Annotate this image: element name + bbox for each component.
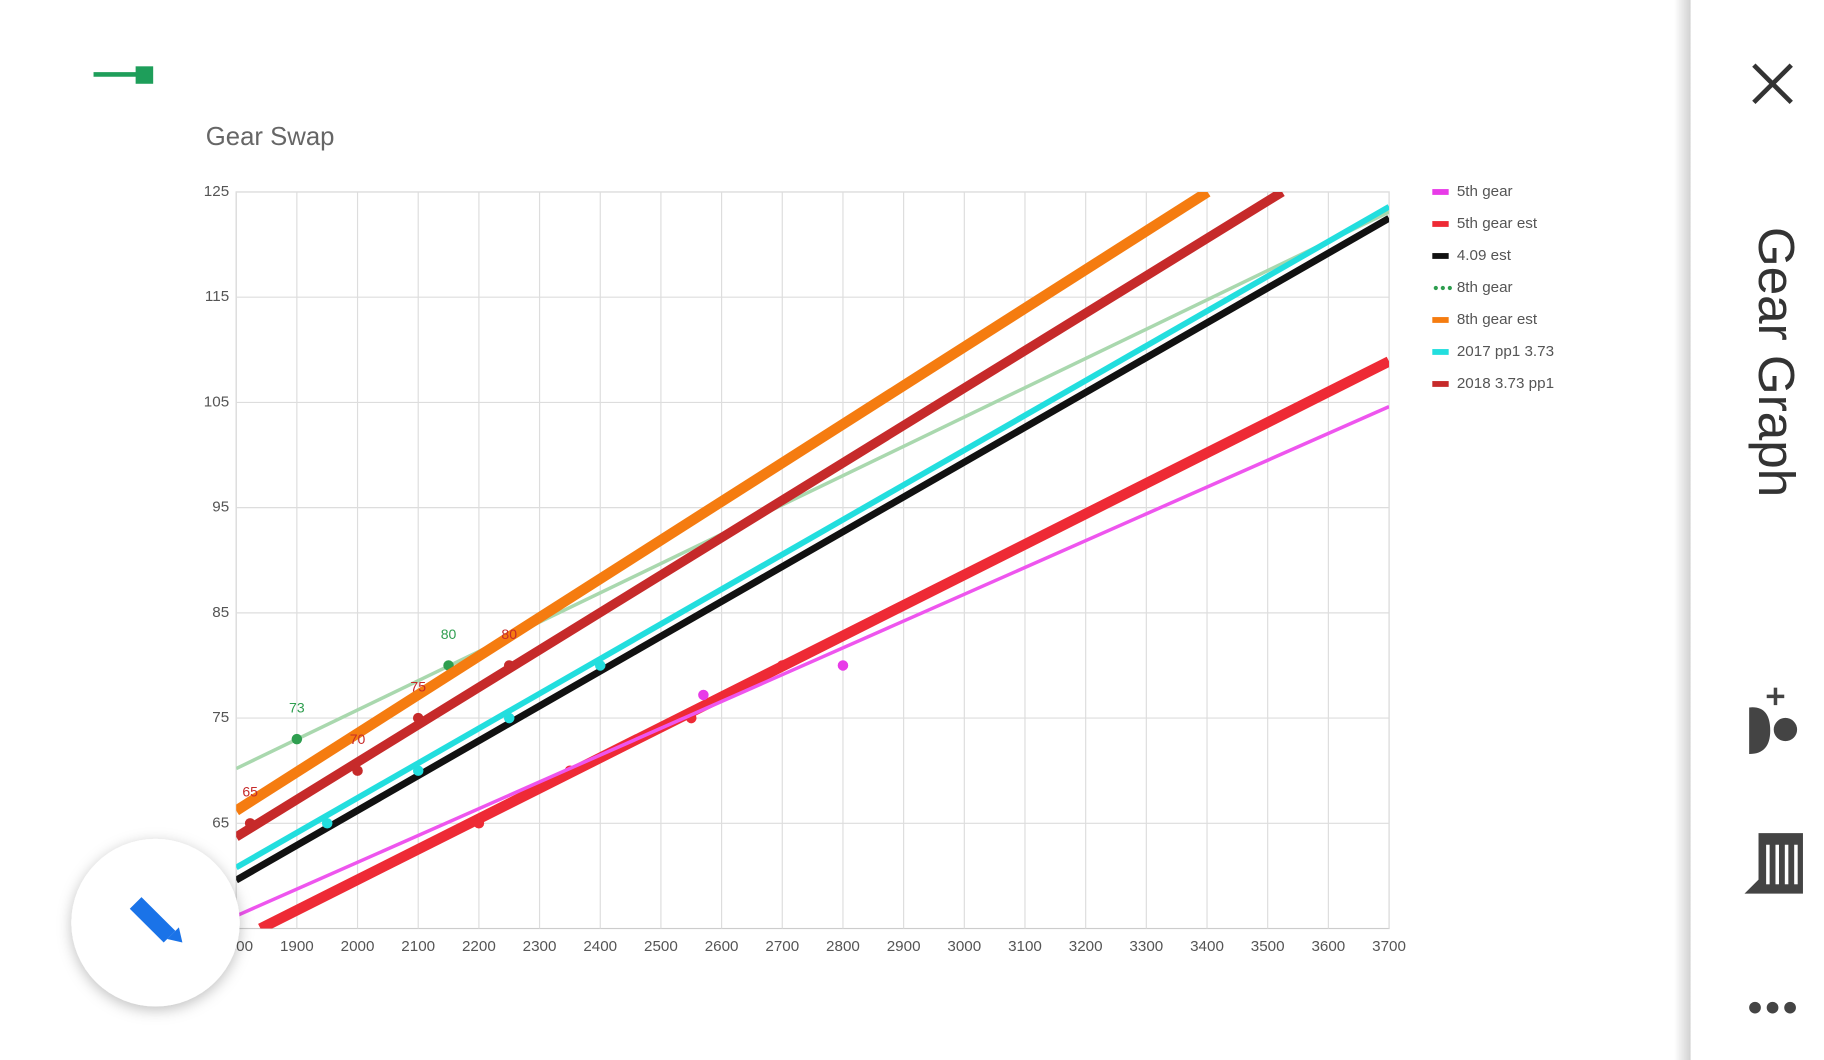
- x-tick-label: 2700: [765, 938, 799, 955]
- chart-title: Gear Swap: [206, 123, 335, 151]
- legend-label: 5th gear: [1457, 183, 1513, 200]
- x-tick-label: 2800: [826, 938, 860, 955]
- y-tick-label: 105: [204, 393, 229, 410]
- legend-label: 8th gear est: [1457, 311, 1538, 328]
- data-point: [503, 712, 515, 724]
- series-line: [236, 204, 1390, 871]
- legend-label: 2017 pp1 3.73: [1457, 343, 1554, 360]
- x-tick-label: 2200: [462, 938, 496, 955]
- y-tick-label: 75: [212, 709, 229, 726]
- table-button[interactable]: [1744, 833, 1803, 894]
- plot-lines: [236, 191, 1390, 929]
- legend-swatch: [1432, 189, 1449, 195]
- close-button[interactable]: [1752, 63, 1793, 105]
- data-point: [594, 660, 606, 671]
- data-point: [473, 818, 485, 829]
- data-label: 73: [289, 700, 305, 716]
- legend-label: 8th gear: [1457, 279, 1513, 296]
- x-tick-label: 3500: [1251, 938, 1285, 955]
- legend-swatch: [1432, 349, 1449, 355]
- y-tick-label: 65: [212, 814, 229, 831]
- data-point: [352, 765, 363, 776]
- x-tick-label: 3300: [1129, 938, 1163, 955]
- x-tick-label: 2400: [583, 938, 617, 955]
- legend-swatch: [1432, 221, 1449, 227]
- legend-swatch: [1432, 253, 1449, 259]
- x-tick-label: 2600: [705, 938, 739, 955]
- y-tick-label: 95: [212, 499, 229, 516]
- data-label: 70: [350, 731, 366, 747]
- legend-swatch: [1433, 285, 1438, 291]
- y-tick-label: 85: [212, 604, 229, 621]
- series-line: [236, 210, 1390, 771]
- legend-label: 4.09 est: [1457, 247, 1512, 264]
- y-tick-label: 125: [204, 183, 229, 200]
- legend-swatch: [1432, 381, 1449, 387]
- series-line: [236, 191, 1285, 841]
- x-tick-label: 3600: [1311, 938, 1345, 955]
- x-tick-label: 2900: [887, 938, 921, 955]
- x-tick-label: 3100: [1008, 938, 1042, 955]
- series-line: [236, 405, 1390, 918]
- data-label: 65: [242, 784, 258, 800]
- edit-fab[interactable]: [71, 838, 240, 1007]
- panel-shadow: [1674, 0, 1691, 1060]
- y-tick-label: 115: [205, 288, 229, 305]
- data-label: 80: [501, 626, 517, 642]
- share-button[interactable]: [1749, 687, 1798, 754]
- side-panel: [1690, 0, 1824, 1060]
- panel-title: Gear Graph: [1748, 227, 1805, 497]
- legend-label: 5th gear est: [1457, 215, 1538, 232]
- data-point: [244, 818, 256, 829]
- series-line: [258, 356, 1390, 929]
- more-button[interactable]: [1749, 1001, 1796, 1014]
- x-tick-label: 3400: [1190, 938, 1224, 955]
- data-point: [698, 689, 709, 701]
- x-tick-label: 2100: [401, 938, 435, 955]
- x-tick-label: 1900: [280, 938, 314, 955]
- data-label: 75: [410, 679, 426, 695]
- data-point: [412, 765, 424, 776]
- x-tick-label: 2500: [644, 938, 678, 955]
- legend-swatch: [1432, 317, 1449, 323]
- series-line: [236, 191, 1211, 816]
- chart-icon: [93, 66, 154, 84]
- data-point: [321, 818, 333, 829]
- plot-area: [235, 191, 1390, 930]
- data-point: [291, 733, 303, 745]
- x-tick-label: 2300: [523, 938, 557, 955]
- x-tick-label: 3000: [947, 938, 981, 955]
- chart: 1800 1900 2000 2100 2200 2300 2400 2500 2600 2700…: [204, 183, 1554, 955]
- data-point: [777, 660, 788, 671]
- data-point: [412, 712, 424, 724]
- x-tick-label: 3700: [1372, 938, 1406, 955]
- legend-label: 2018 3.73 pp1: [1457, 375, 1554, 392]
- x-tick-label: 3200: [1069, 938, 1103, 955]
- data-point: [503, 660, 515, 671]
- data-point: [837, 660, 849, 671]
- x-tick-label: 2000: [341, 938, 375, 955]
- legend-swatch: [1440, 285, 1445, 291]
- data-label: 80: [441, 626, 457, 642]
- series-line: [236, 215, 1390, 884]
- legend-swatch: [1447, 285, 1452, 291]
